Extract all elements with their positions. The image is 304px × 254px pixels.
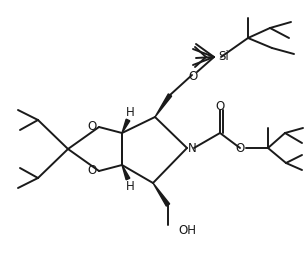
Text: O: O [215, 100, 225, 113]
Text: Si: Si [218, 51, 229, 64]
Text: O: O [188, 70, 198, 83]
Polygon shape [153, 183, 170, 206]
Text: H: H [126, 180, 134, 193]
Text: OH: OH [178, 224, 196, 236]
Text: N: N [188, 141, 197, 154]
Polygon shape [122, 119, 130, 133]
Text: O: O [88, 165, 97, 178]
Polygon shape [155, 94, 172, 117]
Polygon shape [122, 165, 130, 180]
Text: O: O [88, 120, 97, 134]
Text: O: O [235, 141, 245, 154]
Text: H: H [126, 106, 134, 119]
